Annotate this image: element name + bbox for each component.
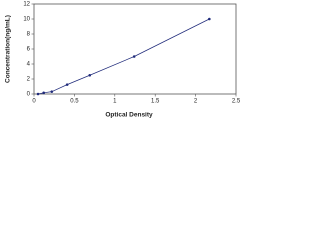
data-point bbox=[50, 90, 54, 93]
data-point bbox=[65, 83, 69, 86]
x-tick-label: 0.5 bbox=[70, 99, 79, 105]
x-tick-label: 1 bbox=[113, 99, 117, 105]
y-tick-label: 4 bbox=[27, 62, 31, 68]
data-point bbox=[208, 17, 211, 21]
data-point bbox=[42, 91, 45, 95]
y-tick-label: 2 bbox=[27, 77, 31, 83]
y-tick-label: 0 bbox=[27, 92, 31, 98]
x-tick-label: 2.5 bbox=[232, 99, 241, 105]
data-point bbox=[36, 92, 40, 96]
background bbox=[0, 0, 258, 123]
data-point bbox=[88, 73, 92, 77]
data-point bbox=[132, 55, 136, 58]
y-axis-label: Concentration(ng/mL) bbox=[5, 15, 12, 83]
y-tick-label: 8 bbox=[27, 32, 31, 38]
y-tick-label: 10 bbox=[23, 17, 30, 23]
x-tick-label: 0 bbox=[32, 99, 36, 105]
y-tick-label: 12 bbox=[23, 2, 30, 8]
x-tick-label: 2 bbox=[194, 99, 198, 105]
chart: Optical Density Concentration(ng/mL) 0 0.… bbox=[0, 0, 258, 123]
y-tick-label: 6 bbox=[27, 47, 31, 53]
x-tick-label: 1.5 bbox=[151, 99, 160, 105]
x-axis-label: Optical Density bbox=[105, 112, 153, 119]
